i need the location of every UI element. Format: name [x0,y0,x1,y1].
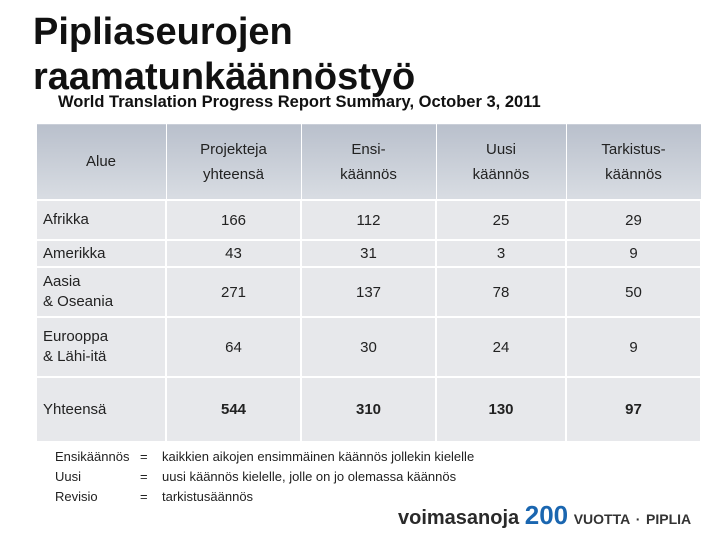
cell-line: käännös [605,165,662,183]
value-cell: 25 [435,199,567,241]
value-cell: 9 [565,239,702,268]
logo-years: VUOTTA [573,511,631,527]
value-cell: 9 [565,316,702,378]
value-cell: 166 [165,199,302,241]
table-row: Afrikka 166 112 25 29 [35,199,702,241]
header-cell: Ensi-käännös [300,123,437,201]
logo-number: 200 [524,500,569,530]
region-cell: Eurooppa & Lähi-itä [35,316,167,378]
title-line: Pipliaseurojen [33,11,293,53]
value-cell: 271 [165,266,302,318]
legend: Ensikäännös = kaikkien aikojen ensimmäinen… [55,447,562,507]
cell-line: & Lähi-itä [43,348,107,365]
legend-item: Uusi = uusi käännös kielelle, jolle on jo … [55,467,562,487]
value-cell: 130 [435,376,567,443]
summary-table: Alue Projekteja yhteensä Ensi-käännös Uusi kä… [35,123,702,443]
cell-line: Eurooppa [43,328,109,345]
header-row: Alue Projekteja yhteensä Ensi-käännös Uusi kä… [35,123,702,201]
logo-name: PIPLIA [646,511,692,527]
region-cell: Afrikka [35,199,167,241]
cell-line: Alue [85,153,117,170]
value-cell: 50 [565,266,702,318]
legend-item: Ensikäännös = kaikkien aikojen ensimmäinen… [55,447,562,467]
legend-text: uusi käännös kielelle, jolle on jo olema… [162,469,457,484]
legend-text: = [140,449,148,464]
logo-word: voimasanoja [398,507,520,529]
cell-line: Afrikka [43,211,89,228]
table-row: Yhteensä 544 310 130 97 [35,376,702,443]
table-row: Eurooppa & Lähi-itä 64 30 24 9 [35,316,702,378]
legend-text: Ensikäännös [55,449,130,464]
cell-line: käännös [472,165,530,183]
title-line: raamatunkäännöstyö [33,56,416,98]
cell-line: yhteensä [203,165,264,183]
region-cell: Yhteensä [35,376,167,443]
header-cell: Alue [35,123,167,201]
table-row: Aasia & Oseania 271 137 78 50 [35,266,702,318]
value-cell: 43 [165,239,302,268]
value-cell: 30 [300,316,437,378]
cell-line: Uusi [485,140,516,158]
value-cell: 137 [300,266,437,318]
cell-line: Amerikka [43,244,106,262]
header-cell: Tarkistus-käännös [565,123,702,201]
cell-line: Projekteja [200,140,267,158]
legend-text: = [140,469,148,484]
cell-line: käännös [340,165,397,183]
subtitle: World Translation Progress Report Summar… [58,93,541,111]
value-cell: 544 [165,376,302,443]
header-cell: Uusi käännös [435,123,567,201]
cell-line: Yhteensä [43,400,107,418]
value-cell: 64 [165,316,302,378]
logo: voimasanoja 200 VUOTTA · PIPLIA [398,500,691,531]
legend-item: Revisio = tarkistusäännös [55,487,562,507]
value-cell: 31 [300,239,437,268]
value-cell: 29 [565,199,702,241]
value-cell: 78 [435,266,567,318]
region-cell: Amerikka [35,239,167,268]
legend-text: kaikkien aikojen ensimmäinen käännös jol… [162,449,475,464]
header-cell: Projekteja yhteensä [165,123,302,201]
cell-line: Tarkistus- [601,140,666,158]
value-cell: 3 [435,239,567,268]
table-row: Amerikka 43 31 3 9 [35,239,702,268]
legend-text: Uusi [55,469,82,484]
region-cell: Aasia & Oseania [35,266,167,318]
legend-text: Revisio [55,489,98,504]
logo-dot: · [635,511,641,527]
legend-text: tarkistusäännös [162,489,254,504]
legend-text: = [140,489,148,504]
value-cell: 97 [565,376,702,443]
value-cell: 310 [300,376,437,443]
value-cell: 24 [435,316,567,378]
value-cell: 112 [300,199,437,241]
cell-line: Aasia [43,273,81,290]
cell-line: & Oseania [43,293,114,310]
cell-line: Ensi- [351,140,386,158]
